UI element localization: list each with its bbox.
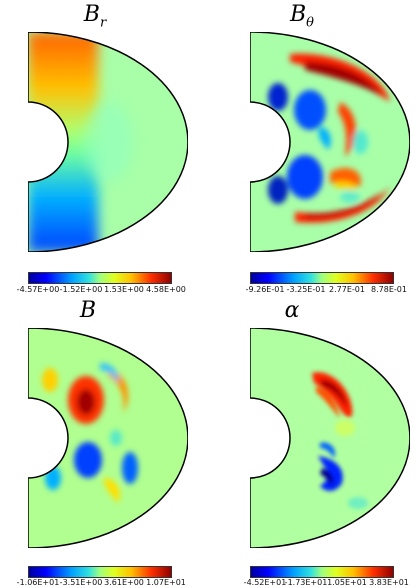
colorbar-tick: -4.52E+01 [243, 578, 287, 587]
title-subscript: θ [306, 15, 314, 31]
title-symbol: B [79, 298, 97, 323]
colorbar-tick: -3.25E-01 [286, 285, 326, 294]
colorbar-tick: -1.73E+01 [284, 578, 328, 587]
colorbar-tick: 2.77E-01 [329, 285, 365, 294]
colorbar-b [28, 566, 172, 578]
colorbar-btheta [250, 272, 394, 284]
panel-title-alpha: α [262, 298, 322, 323]
shell-plot-br [28, 32, 188, 252]
shell-plot-b [28, 328, 188, 548]
panel-title-br: Br [55, 2, 135, 30]
colorbar-tick: 1.53E+00 [104, 285, 144, 294]
colorbar-tick: 8.78E-01 [371, 285, 407, 294]
shell-plot-btheta [250, 32, 410, 252]
colorbar-tick: 1.07E+01 [146, 578, 186, 587]
colorbar-tick: -3.51E+00 [59, 578, 103, 587]
colorbar-tick: 1.05E+01 [327, 578, 367, 587]
panel-title-b: B [58, 298, 118, 323]
colorbar-tick: 3.83E+01 [369, 578, 409, 587]
colorbar-tick: 3.61E+00 [104, 578, 144, 587]
shell-plot-alpha [250, 328, 410, 548]
colorbar-tick: -1.06E+01 [16, 578, 60, 587]
colorbar-tick: -9.26E-01 [245, 285, 285, 294]
colorbar-tick: 4.58E+00 [146, 285, 186, 294]
title-symbol: B [83, 2, 100, 27]
colorbar-alpha [250, 566, 394, 578]
colorbar-tick: -4.57E+00 [16, 285, 60, 294]
title-subscript: r [99, 15, 107, 31]
title-symbol: B [290, 2, 307, 27]
colorbar-br [28, 272, 172, 284]
panel-title-btheta: Bθ [262, 2, 342, 30]
colorbar-tick: -1.52E+00 [59, 285, 103, 294]
title-symbol: α [284, 298, 300, 323]
